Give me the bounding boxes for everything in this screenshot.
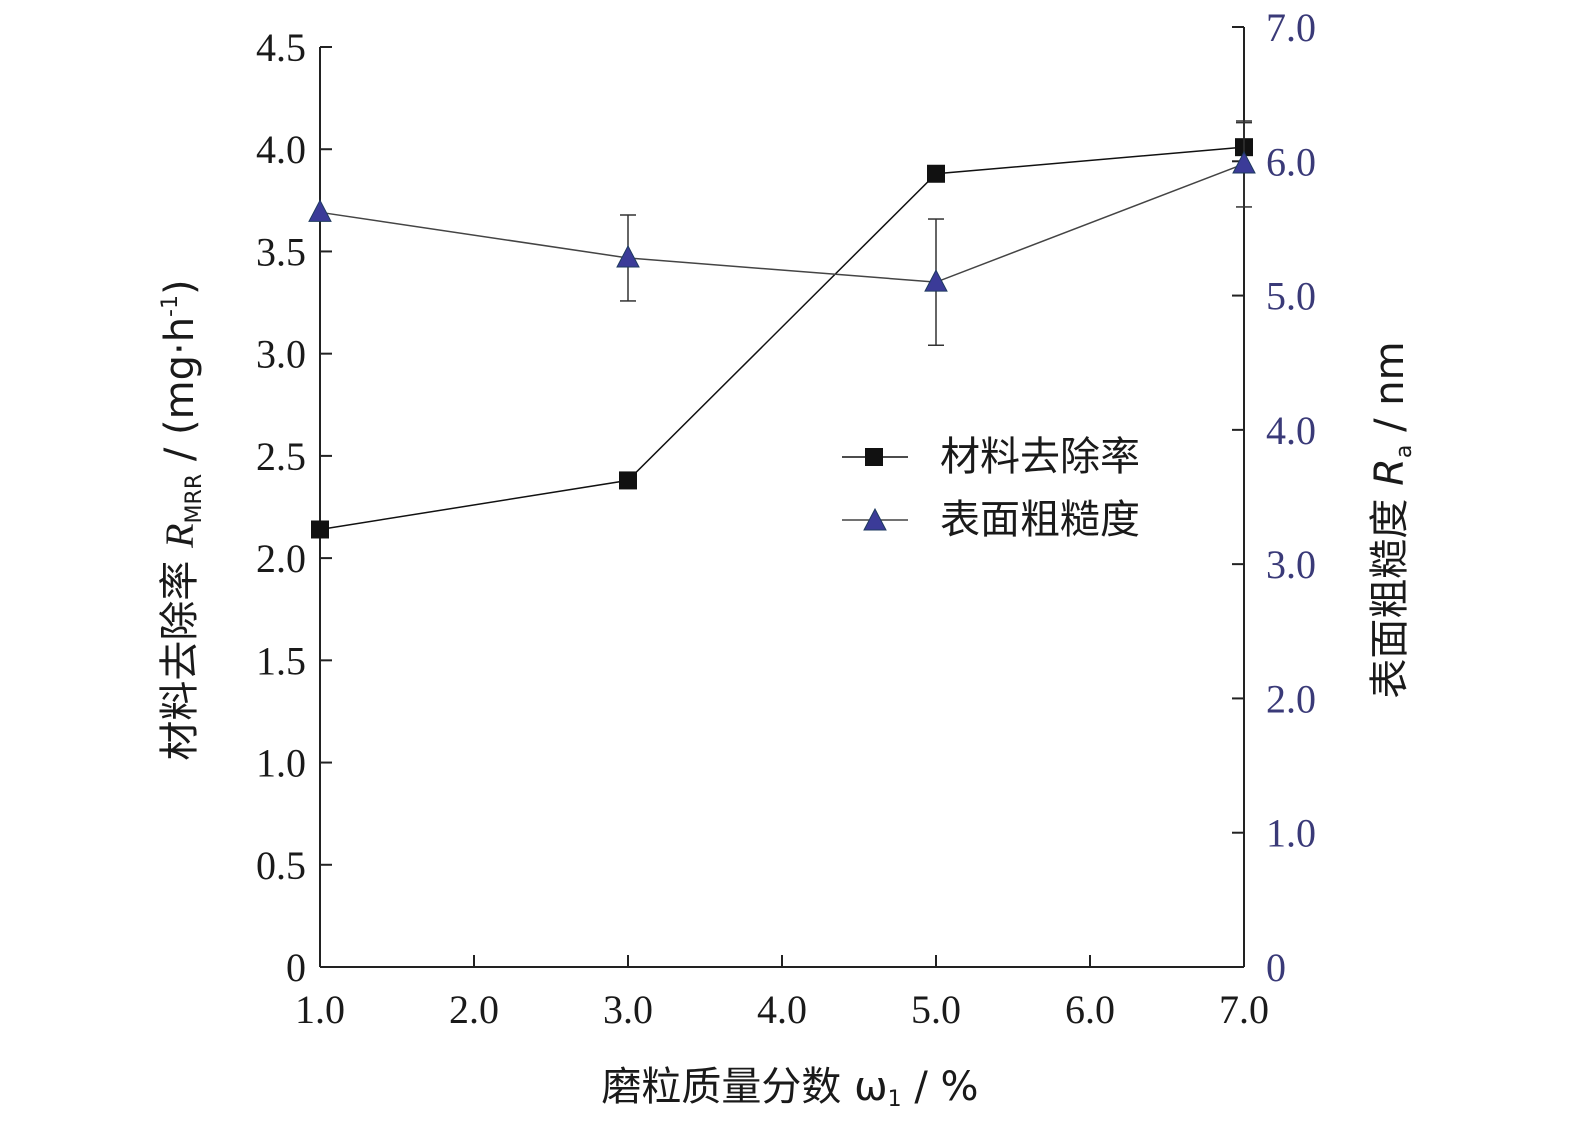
- x-tick-label: 7.0: [1219, 987, 1269, 1032]
- left-tick-label: 1.0: [256, 741, 306, 786]
- legend-label-0: 材料去除率: [940, 434, 1140, 480]
- right-tick-label: 0: [1266, 945, 1286, 990]
- right-tick-label: 4.0: [1266, 408, 1316, 453]
- left-tick-label: 2.0: [256, 536, 306, 581]
- x-tick-label: 1.0: [295, 987, 345, 1032]
- series-line-0: [319, 146, 1245, 531]
- left-tick-label: 3.0: [256, 332, 306, 377]
- series-line-1: [319, 163, 1245, 283]
- legend-triangle-marker: [863, 507, 887, 531]
- left-tick-label: 2.5: [256, 434, 306, 479]
- x-axis-title-unit: / %: [902, 1064, 979, 1110]
- left-axis-title: 材料去除率 RMRR / (mg·h-1): [157, 279, 207, 760]
- left-axis-title-sub: MRR: [182, 474, 207, 524]
- legend-square-marker: [865, 448, 883, 466]
- right-axis-ticks: 0 1.0 2.0 3.0 4.0 5.0 6.0 7.0: [1232, 5, 1316, 990]
- x-tick-label: 3.0: [603, 987, 653, 1032]
- x-axis-title: 磨粒质量分数 ω1 / %: [601, 1064, 978, 1112]
- data-point-triangle: [924, 269, 948, 292]
- right-axis-title: 表面粗糙度 Ra / nm: [1367, 341, 1417, 698]
- data-point-triangle: [616, 244, 640, 268]
- right-tick-label: 7.0: [1266, 5, 1316, 50]
- x-axis-title-text: 磨粒质量分数 ω: [601, 1064, 887, 1110]
- right-tick-label: 3.0: [1266, 542, 1316, 587]
- data-point-triangle: [308, 199, 332, 222]
- left-axis-title-unit: / (mg·h: [157, 317, 203, 474]
- right-axis-title-var: R: [1367, 458, 1413, 486]
- left-tick-label: 0.5: [256, 843, 306, 888]
- left-tick-label: 0: [286, 945, 306, 990]
- data-point-square: [311, 520, 329, 539]
- x-tick-label: 4.0: [757, 987, 807, 1032]
- data-point-square: [927, 164, 945, 183]
- right-tick-label: 5.0: [1266, 274, 1316, 319]
- right-axis-title-unit: / nm: [1367, 341, 1413, 444]
- x-tick-label: 5.0: [911, 987, 961, 1032]
- right-tick-label: 6.0: [1266, 139, 1316, 184]
- right-axis-title-sub: a: [1392, 445, 1417, 458]
- left-axis-title-sup: -1: [158, 295, 183, 317]
- series-layer: [308, 120, 1256, 539]
- legend: 材料去除率 表面粗糙度: [842, 434, 1140, 543]
- left-tick-label: 4.0: [256, 127, 306, 172]
- left-axis-title-var: R: [157, 523, 202, 548]
- data-point-square: [619, 471, 637, 490]
- left-tick-label: 1.5: [256, 638, 306, 683]
- data-point-triangle: [1232, 150, 1256, 174]
- x-tick-label: 6.0: [1065, 987, 1115, 1032]
- left-tick-label: 3.5: [256, 229, 306, 274]
- x-tick-label: 2.0: [449, 987, 499, 1032]
- x-axis-ticks: 1.0 2.0 3.0 4.0 5.0 6.0 7.0: [295, 955, 1269, 1032]
- left-axis-title-close: ): [157, 279, 203, 295]
- left-axis-ticks: 0 0.5 1.0 1.5 2.0 2.5 3.0 3.5 4.0 4.5: [256, 25, 332, 990]
- right-axis-title-prefix: 表面粗糙度: [1367, 486, 1413, 699]
- left-tick-label: 4.5: [256, 25, 306, 70]
- left-axis-title-prefix: 材料去除率: [157, 548, 203, 761]
- right-tick-label: 2.0: [1266, 676, 1316, 721]
- legend-label-1: 表面粗糙度: [940, 497, 1140, 543]
- right-tick-label: 1.0: [1266, 811, 1316, 856]
- x-axis-title-sub: 1: [888, 1087, 902, 1112]
